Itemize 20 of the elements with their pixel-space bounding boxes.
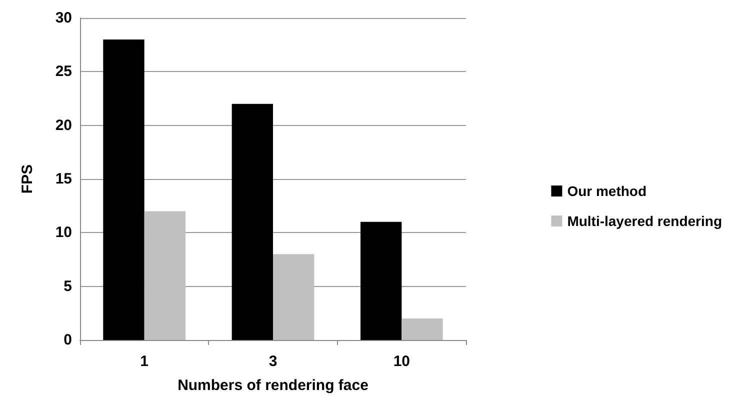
y-tick-label: 15 <box>55 170 72 188</box>
legend-label: Our method <box>567 183 647 199</box>
y-tick-label: 5 <box>64 278 72 295</box>
x-axis-title: Numbers of rendering face <box>178 377 368 394</box>
y-tick-label: 30 <box>55 10 72 26</box>
x-tick-label: 1 <box>140 353 149 370</box>
bar <box>232 104 273 340</box>
bar <box>103 39 144 340</box>
bar <box>273 254 314 340</box>
bar <box>360 222 402 340</box>
x-tick-label: 10 <box>393 353 410 370</box>
x-tick-label: 3 <box>268 353 278 370</box>
legend-label: Multi-layered rendering <box>567 213 722 229</box>
y-tick-label: 0 <box>64 332 72 348</box>
y-tick-label: 10 <box>55 224 72 242</box>
bar <box>144 211 186 340</box>
y-axis-title: FPS <box>19 164 36 194</box>
y-tick-label: 20 <box>55 116 72 134</box>
bar <box>402 318 443 340</box>
y-tick-label: 25 <box>55 63 72 80</box>
